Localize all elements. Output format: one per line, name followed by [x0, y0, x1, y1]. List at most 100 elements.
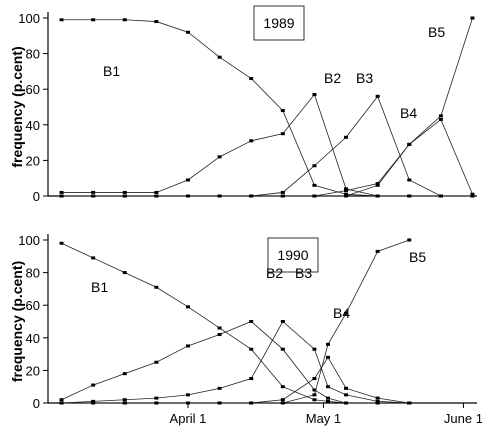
data-point-b1: [154, 20, 159, 24]
data-point-b5: [91, 194, 96, 198]
y-tick-label: 80: [26, 47, 40, 62]
data-point-b5: [325, 342, 330, 346]
series-line-b4: [61, 118, 473, 197]
data-point-b2: [344, 187, 349, 191]
data-point-b1: [185, 30, 190, 34]
data-point-b4: [312, 377, 317, 381]
series-label-b3: B3: [356, 70, 373, 86]
data-point-b4: [407, 401, 412, 405]
series-line-b1: [61, 242, 410, 404]
data-point-b5: [122, 194, 127, 198]
year-label: 1990: [277, 247, 308, 263]
series-line-b5: [61, 17, 473, 197]
data-point-b5: [312, 194, 317, 198]
data-point-b3: [375, 94, 380, 98]
y-tick-label: 80: [26, 266, 40, 281]
data-point-b2: [154, 360, 159, 364]
data-point-b4: [375, 396, 380, 400]
data-point-b2: [59, 398, 64, 402]
data-point-b5: [438, 114, 443, 118]
data-point-b3: [344, 135, 349, 139]
data-point-b5: [249, 194, 254, 198]
data-point-b1: [325, 399, 330, 403]
series-line-b3: [61, 320, 410, 404]
data-point-b3: [122, 398, 127, 402]
series-line-b5: [61, 239, 410, 404]
data-point-b1: [122, 18, 127, 22]
data-point-b3: [154, 396, 159, 400]
data-point-b4: [438, 117, 443, 121]
data-point-b2: [280, 132, 285, 136]
data-point-b2: [312, 93, 317, 97]
data-point-b3: [325, 385, 330, 389]
data-point-b2: [122, 372, 127, 376]
data-point-b1: [59, 18, 64, 22]
year-label: 1989: [263, 15, 294, 31]
data-point-b4: [344, 386, 349, 390]
y-tick-label: 40: [26, 331, 40, 346]
series-label-b2: B2: [324, 70, 341, 86]
year-box: [267, 237, 319, 273]
data-point-b3: [312, 164, 317, 168]
data-point-b1: [91, 18, 96, 22]
data-point-b1: [59, 241, 64, 245]
series-label-b5: B5: [409, 249, 426, 265]
data-point-b2: [325, 396, 330, 400]
data-point-b2: [91, 383, 96, 387]
data-point-b5: [217, 401, 222, 405]
y-tick-label: 40: [26, 118, 40, 133]
data-point-b1: [154, 285, 159, 289]
data-point-b5: [217, 194, 222, 198]
data-point-b3: [438, 194, 443, 198]
series-label-b1: B1: [103, 63, 120, 79]
data-point-b5: [470, 16, 475, 20]
data-point-b1: [344, 192, 349, 196]
data-point-b3: [407, 178, 412, 182]
data-point-b3: [470, 194, 475, 198]
data-point-b2: [217, 333, 222, 337]
data-point-b2: [407, 194, 412, 198]
series-label-b5: B5: [428, 24, 445, 40]
y-tick-label: 20: [26, 363, 40, 378]
data-point-b2: [217, 155, 222, 159]
y-tick-label: 60: [26, 298, 40, 313]
data-point-b5: [185, 401, 190, 405]
data-point-b4: [344, 189, 349, 193]
data-point-b5: [280, 401, 285, 405]
series-label-b1: B1: [91, 279, 108, 295]
data-point-b3: [185, 393, 190, 397]
data-point-b5: [59, 401, 64, 405]
x-tick-label: May 1: [306, 411, 341, 426]
data-point-b2: [185, 344, 190, 348]
data-point-b5: [154, 401, 159, 405]
y-tick-label: 100: [18, 233, 40, 248]
data-point-b2: [375, 401, 380, 405]
data-point-b1: [122, 271, 127, 275]
data-point-b3: [312, 347, 317, 351]
data-point-b1: [312, 183, 317, 187]
data-point-b5: [91, 401, 96, 405]
data-point-b5: [344, 311, 349, 315]
series-label-b2: B2: [266, 265, 283, 281]
y-axis-label: frequency (p.cent): [9, 261, 25, 382]
data-point-b1: [312, 398, 317, 402]
data-point-b3: [249, 377, 254, 381]
y-tick-label: 60: [26, 82, 40, 97]
data-point-b5: [407, 142, 412, 146]
data-point-b3: [91, 399, 96, 403]
data-point-b2: [249, 320, 254, 323]
data-point-b1: [280, 109, 285, 113]
data-point-b2: [312, 388, 317, 392]
data-point-b2: [91, 190, 96, 194]
data-point-b5: [344, 194, 349, 198]
data-point-b1: [249, 347, 254, 351]
series-line-b2: [61, 321, 410, 404]
series-line-b4: [61, 356, 410, 404]
data-point-b1: [249, 77, 254, 81]
y-tick-label: 0: [33, 396, 40, 411]
data-point-b5: [280, 194, 285, 198]
data-point-b5: [375, 183, 380, 187]
series-label-b4: B4: [400, 105, 417, 121]
data-point-b4: [375, 182, 380, 186]
